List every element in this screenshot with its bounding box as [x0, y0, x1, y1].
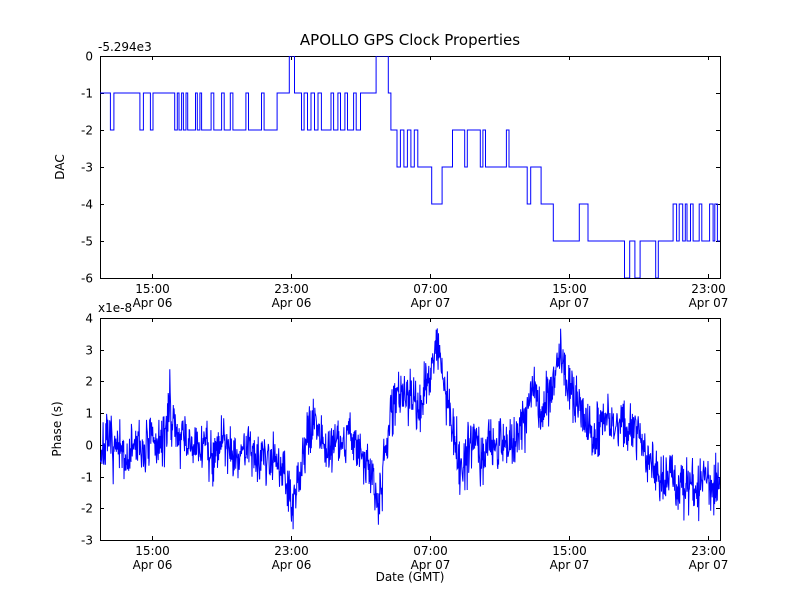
y-tick-label: -5 — [81, 235, 93, 249]
x-tick-date-label: Apr 06 — [272, 296, 312, 310]
y-tick-label: -4 — [81, 198, 93, 212]
x-tick-date-label: Apr 06 — [133, 558, 173, 572]
y-tick-label: 0 — [85, 50, 93, 64]
x-tick-time-label: 15:00 — [552, 544, 587, 558]
chart-title: APOLLO GPS Clock Properties — [299, 31, 521, 49]
dac-y-axis-label: DAC — [53, 154, 67, 180]
x-tick-date-label: Apr 07 — [689, 296, 729, 310]
x-tick-date-label: Apr 07 — [550, 558, 590, 572]
y-tick-label: -2 — [81, 124, 93, 138]
x-tick-time-label: 07:00 — [413, 544, 448, 558]
phase-y-axis-label: Phase (s) — [50, 401, 64, 457]
x-tick-date-label: Apr 07 — [550, 296, 590, 310]
x-tick-time-label: 15:00 — [135, 544, 170, 558]
y-tick-label: 4 — [85, 312, 93, 326]
y-tick-label: -1 — [81, 471, 93, 485]
x-tick-time-label: 23:00 — [691, 544, 726, 558]
x-tick-date-label: Apr 07 — [689, 558, 729, 572]
x-tick-date-label: Apr 06 — [272, 558, 312, 572]
y-tick-label: -3 — [81, 161, 93, 175]
x-tick-time-label: 07:00 — [413, 282, 448, 296]
x-tick-time-label: 23:00 — [274, 282, 309, 296]
y-tick-label: -6 — [81, 272, 93, 286]
x-tick-time-label: 15:00 — [135, 282, 170, 296]
x-tick-time-label: 23:00 — [274, 544, 309, 558]
x-tick-time-label: 15:00 — [552, 282, 587, 296]
y-tick-label: -3 — [81, 534, 93, 548]
x-tick-date-label: Apr 07 — [411, 296, 451, 310]
phase-data-line — [100, 328, 720, 530]
x-tick-date-label: Apr 07 — [411, 558, 451, 572]
y-tick-label: 3 — [85, 344, 93, 358]
phase-axis-multiplier-label: x1e-8 — [98, 301, 133, 315]
x-axis-label: Date (GMT) — [375, 570, 445, 584]
y-tick-label: -1 — [81, 87, 93, 101]
x-tick-time-label: 23:00 — [691, 282, 726, 296]
y-tick-label: -2 — [81, 502, 93, 516]
y-tick-label: 2 — [85, 375, 93, 389]
dac-axis-offset-label: -5.294e3 — [98, 40, 152, 54]
x-tick-date-label: Apr 06 — [133, 296, 173, 310]
phase-axes-frame — [100, 318, 721, 541]
dac-data-line — [100, 56, 720, 278]
y-tick-label: 1 — [85, 407, 93, 421]
y-tick-label: 0 — [85, 439, 93, 453]
